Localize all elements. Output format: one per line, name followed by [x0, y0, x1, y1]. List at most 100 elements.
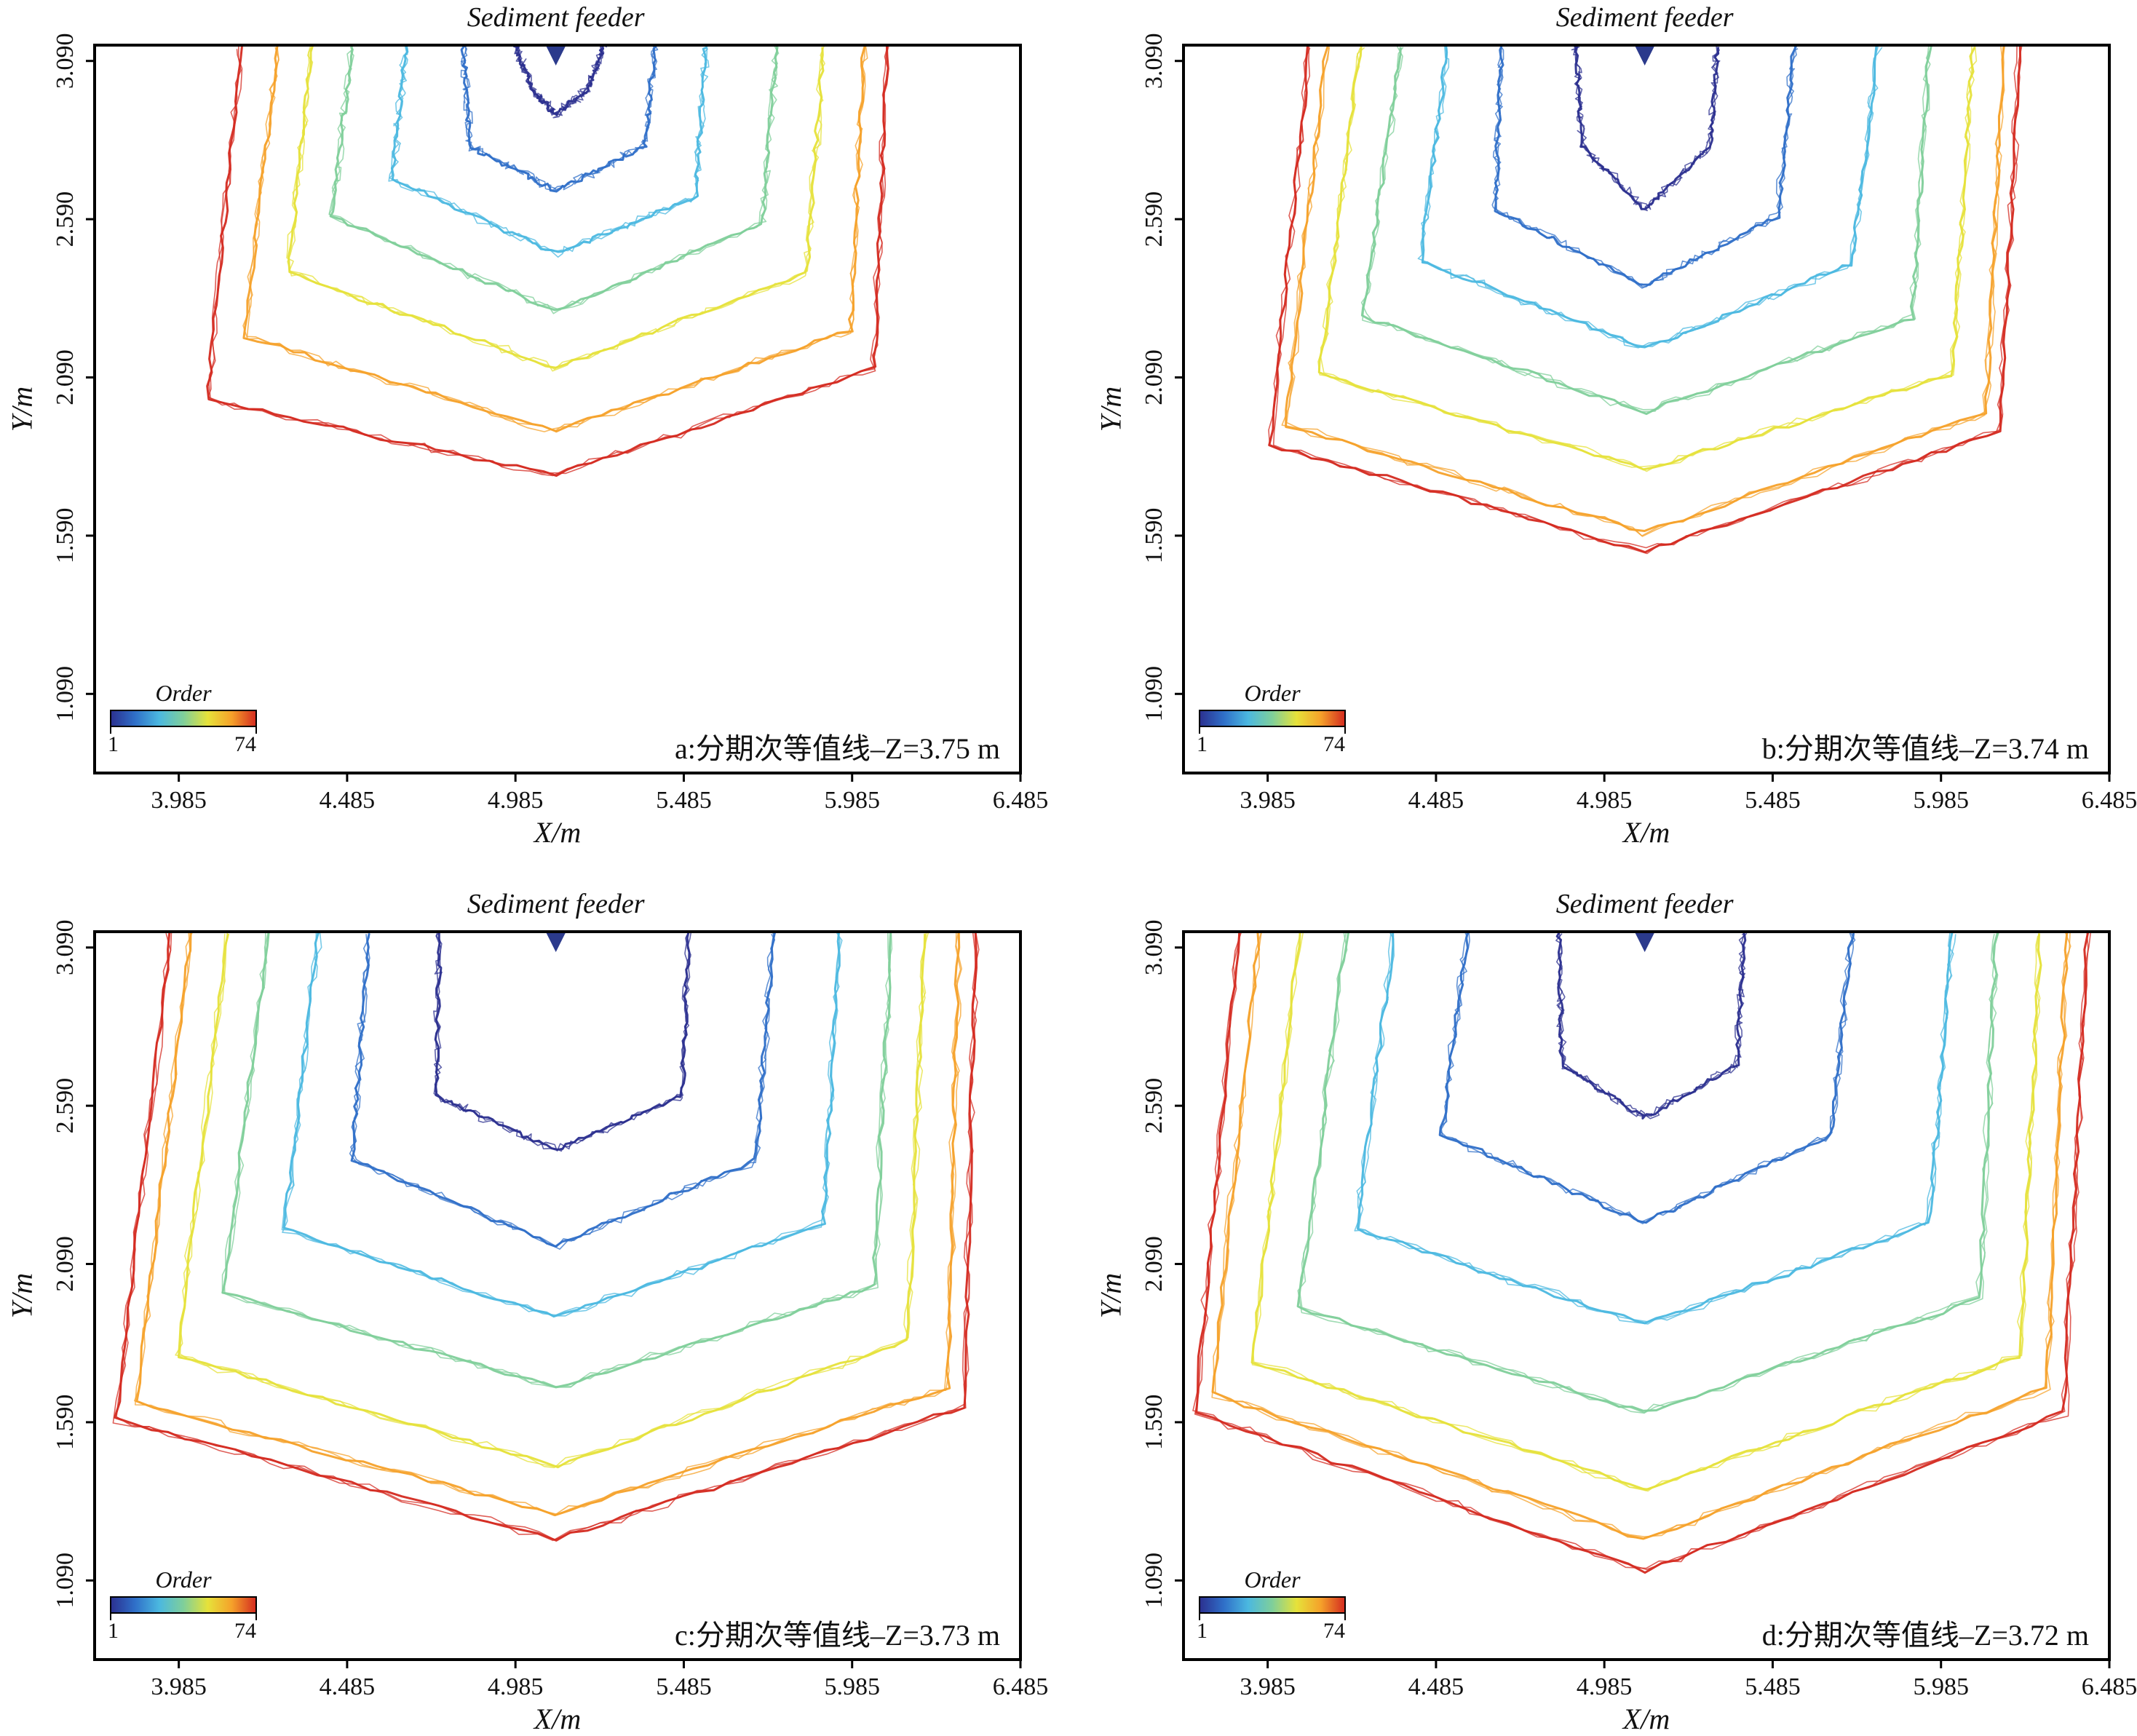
contour-line [1252, 932, 2040, 1490]
contour-line [208, 45, 890, 477]
contour-line [1272, 45, 2020, 549]
y-tick-label: 2.590 [1141, 1078, 1167, 1134]
plot-frame [1182, 930, 2111, 1661]
contour-line [1571, 46, 1721, 210]
colorbar-max-label: 74 [1323, 732, 1345, 756]
y-tick-label: 1.090 [52, 666, 79, 722]
y-tick-label: 1.590 [52, 1395, 79, 1451]
x-tick-label: 4.485 [1408, 1673, 1464, 1700]
y-tick-label: 2.590 [1141, 191, 1167, 247]
contour-line [178, 933, 927, 1469]
contour-line [286, 45, 824, 372]
plot-frame [1182, 44, 2111, 774]
x-tick-label: 4.485 [1408, 787, 1464, 814]
y-tick-label: 2.590 [52, 191, 79, 247]
x-tick-label: 6.485 [2082, 787, 2137, 814]
feeder-marker [546, 933, 566, 952]
feeder-title: Sediment feeder [467, 2, 645, 33]
contour-line [242, 45, 866, 432]
y-tick-label: 2.090 [52, 349, 79, 405]
contour-line [134, 932, 962, 1516]
panel-label: c:分期次等值线–Z=3.73 m [672, 1612, 1003, 1654]
x-tick-label: 6.485 [2082, 1673, 2137, 1700]
contour-line [350, 932, 775, 1250]
feeder-marker [1635, 47, 1654, 66]
x-tick-label: 5.985 [1913, 1673, 1969, 1700]
x-tick-label: 5.985 [1913, 787, 1969, 814]
x-tick-label: 6.485 [993, 787, 1049, 814]
x-tick-label: 4.985 [488, 787, 544, 814]
x-tick-label: 5.485 [1745, 1673, 1801, 1700]
contour-line [1438, 932, 1855, 1224]
contour-line [1211, 932, 2069, 1540]
contour-line [1211, 932, 2071, 1539]
y-tick-label: 3.090 [1141, 33, 1167, 89]
contour-line [1285, 45, 2006, 532]
contour-line [1297, 932, 1999, 1414]
colorbar-title: Order [155, 1566, 212, 1593]
x-axis-label: X/m [1622, 1703, 1670, 1735]
colorbar-title: Order [1244, 1566, 1301, 1593]
contour-line [1555, 932, 1748, 1119]
contour-line [433, 932, 692, 1152]
panel-label: d:分期次等值线–Z=3.72 m [1759, 1612, 2092, 1654]
x-axis-label: X/m [1622, 816, 1670, 849]
x-tick-label: 4.985 [488, 1673, 544, 1700]
contour-line [1491, 45, 1799, 288]
colorbar-title: Order [155, 680, 212, 706]
contour-line [1356, 932, 1954, 1325]
x-axis-label: X/m [534, 816, 582, 849]
y-axis-label: Y/m [1094, 1272, 1127, 1319]
colorbar-min-label: 1 [108, 732, 119, 756]
contour-line [1192, 932, 2092, 1569]
contour-line [389, 45, 708, 252]
y-tick-label: 2.090 [1141, 1236, 1167, 1292]
colorbar-title: Order [1244, 680, 1301, 706]
colorbar [1199, 1596, 1346, 1614]
colorbar [110, 710, 257, 727]
plot-frame [93, 930, 1022, 1661]
y-tick-label: 2.090 [1141, 349, 1167, 405]
contour-line [1420, 45, 1883, 349]
x-tick-label: 5.485 [656, 787, 712, 814]
contour-line [349, 933, 775, 1248]
y-tick-label: 3.090 [52, 919, 79, 975]
y-tick-label: 1.590 [52, 508, 79, 564]
plot-frame [93, 44, 1022, 774]
contour-line [1440, 932, 1856, 1222]
x-tick-label: 3.985 [1240, 787, 1296, 814]
contour-line [1320, 45, 1978, 472]
feeder-title: Sediment feeder [1555, 2, 1734, 33]
x-tick-label: 5.985 [824, 1673, 880, 1700]
contour-line [1360, 45, 1933, 413]
feeder-marker [1635, 933, 1654, 952]
colorbar-min-label: 1 [108, 1619, 119, 1643]
x-tick-label: 3.985 [1240, 1673, 1296, 1700]
colorbar-min-label: 1 [1197, 732, 1208, 756]
contour-line [246, 45, 868, 432]
x-tick-label: 4.985 [1577, 1673, 1633, 1700]
contour-line [1194, 932, 2089, 1570]
contour-line [242, 45, 867, 433]
contour-line [1214, 932, 2071, 1537]
x-tick-label: 3.985 [151, 787, 207, 814]
feeder-marker [546, 47, 566, 66]
contour-line [1251, 932, 2042, 1492]
contour-line [1354, 932, 1956, 1323]
y-tick-label: 2.590 [52, 1078, 79, 1134]
feeder-title: Sediment feeder [467, 889, 645, 919]
colorbar-min-label: 1 [1197, 1619, 1208, 1643]
contour-line [1356, 932, 1954, 1325]
contour-line [388, 47, 710, 258]
contour-line [1556, 932, 1746, 1117]
contour-line [112, 932, 980, 1542]
contour-line [1440, 932, 1855, 1224]
contour-line [135, 932, 962, 1515]
x-tick-label: 3.985 [151, 1673, 207, 1700]
x-tick-label: 4.485 [320, 1673, 376, 1700]
y-tick-label: 3.090 [52, 33, 79, 89]
